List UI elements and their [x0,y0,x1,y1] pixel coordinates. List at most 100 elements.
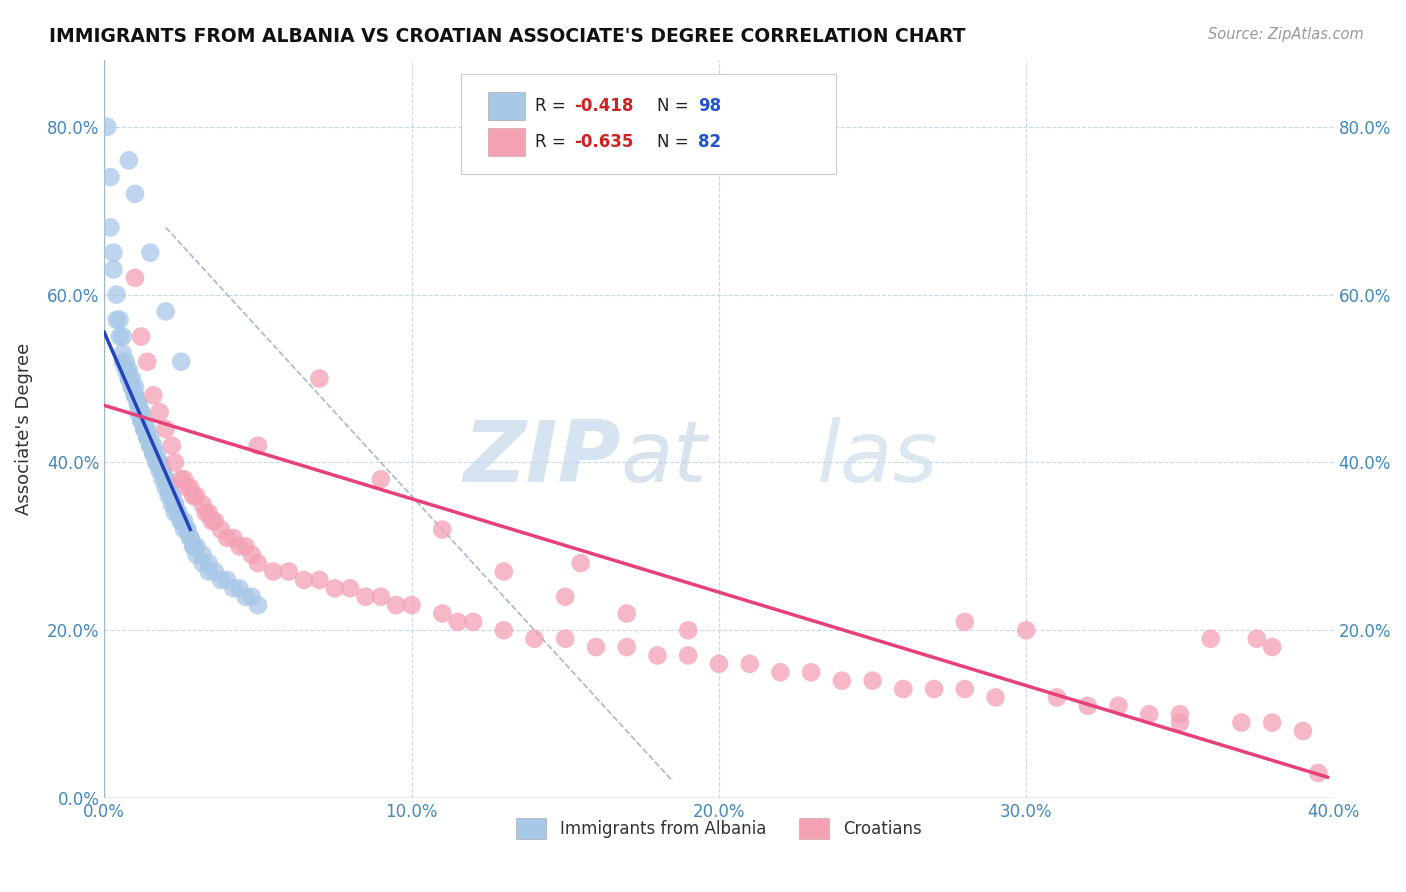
Point [569,556,592,570]
Point [1308,766,1330,780]
Point [136,355,159,369]
Point [142,447,165,461]
Point [616,607,638,621]
Point [152,464,174,478]
Point [167,506,190,520]
Point [953,681,976,696]
Point [148,464,170,478]
Point [145,455,167,469]
Point [134,422,156,436]
Point [197,565,219,579]
Point [118,371,141,385]
Point [240,548,263,562]
Text: -0.418: -0.418 [574,97,633,115]
Point [170,514,193,528]
Point [354,590,377,604]
Point [385,598,408,612]
Point [432,523,454,537]
Point [124,186,146,201]
Point [292,573,315,587]
Point [1137,707,1160,722]
Point [121,371,143,385]
FancyBboxPatch shape [461,74,835,174]
Point [197,506,219,520]
Point [432,607,454,621]
Point [217,531,239,545]
Text: ZIP: ZIP [463,417,620,500]
Point [1261,715,1284,730]
Point [246,598,269,612]
Point [1292,724,1315,739]
Point [148,455,170,469]
Point [183,489,205,503]
Point [111,329,134,343]
Point [204,565,226,579]
Point [228,540,250,554]
Point [585,640,607,654]
Point [129,413,152,427]
Point [401,598,423,612]
Point [191,497,214,511]
Text: 82: 82 [697,133,721,151]
Point [160,489,183,503]
Point [800,665,823,680]
Point [647,648,669,663]
Text: R =: R = [534,133,571,151]
Point [124,388,146,402]
Point [209,523,232,537]
Point [145,455,167,469]
Point [1230,715,1253,730]
Point [148,455,170,469]
Point [121,380,143,394]
Point [127,405,149,419]
Point [170,355,193,369]
Point [124,388,146,402]
Point [953,615,976,629]
Point [676,648,699,663]
Point [186,548,208,562]
Point [139,439,162,453]
Point [209,573,232,587]
Point [922,681,945,696]
Point [152,464,174,478]
Point [179,531,201,545]
Point [136,430,159,444]
Point [118,153,141,168]
Point [103,245,125,260]
Point [136,430,159,444]
Point [308,371,330,385]
Point [127,397,149,411]
Point [134,422,156,436]
Point [173,523,195,537]
Point [323,582,346,596]
Text: -0.635: -0.635 [574,133,633,151]
Point [1077,698,1099,713]
Point [217,573,239,587]
Legend: Immigrants from Albania, Croatians: Immigrants from Albania, Croatians [510,812,928,846]
Point [1168,715,1191,730]
Point [139,245,162,260]
Point [163,455,186,469]
Point [891,681,914,696]
Point [160,439,183,453]
Point [461,615,484,629]
Point [176,481,198,495]
Point [142,388,165,402]
Point [204,514,226,528]
Point [179,531,201,545]
Point [121,380,143,394]
Point [111,346,134,360]
Point [186,489,208,503]
Point [108,312,131,326]
Point [136,430,159,444]
Point [155,472,177,486]
Point [201,514,224,528]
Point [492,565,515,579]
Point [142,439,165,453]
Point [554,590,576,604]
Point [148,405,170,419]
Point [167,506,190,520]
Point [163,497,186,511]
Point [124,388,146,402]
Point [235,540,257,554]
